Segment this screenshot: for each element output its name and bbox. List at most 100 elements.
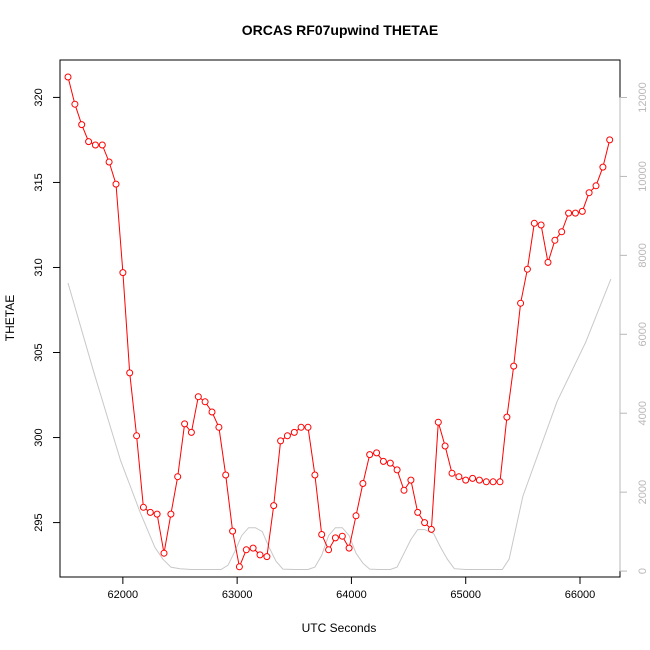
y-tick-label: 315 [33, 173, 45, 191]
data-point [427, 525, 435, 533]
data-point [325, 546, 333, 554]
data-point [578, 207, 586, 215]
x-tick-label: 62000 [108, 589, 139, 601]
y2-tick-label: 10000 [637, 161, 649, 192]
data-point [242, 546, 250, 554]
data-point [523, 265, 531, 273]
data-point [91, 141, 99, 149]
data-point [544, 258, 552, 266]
data-point [366, 451, 374, 459]
data-point [98, 141, 106, 149]
data-point [133, 432, 141, 440]
data-point [352, 512, 360, 520]
data-point [592, 182, 600, 190]
data-point [311, 471, 319, 479]
data-point [146, 508, 154, 516]
data-point [379, 457, 387, 465]
data-point [496, 478, 504, 486]
y2-tick-label: 0 [637, 568, 649, 574]
x-tick-label: 63000 [222, 589, 253, 601]
data-point [105, 158, 113, 166]
data-point [112, 180, 120, 188]
data-point [510, 362, 518, 370]
data-point [551, 236, 559, 244]
y2-tick-label: 8000 [637, 243, 649, 267]
data-point [331, 534, 339, 542]
x-axis-label: UTC Seconds [302, 621, 377, 635]
y-axis-right: 0 2000 4000 6000 8000 10000 12000 [619, 82, 649, 574]
y2-tick-label: 6000 [637, 322, 649, 346]
data-point [167, 510, 175, 518]
data-point [359, 480, 367, 487]
data-point [482, 478, 490, 486]
x-tick-label: 66000 [565, 589, 596, 601]
series-layer [64, 73, 614, 571]
data-point [386, 459, 394, 467]
data-point [434, 418, 442, 426]
data-point [235, 563, 243, 571]
data-point [181, 420, 189, 428]
secondary-series-line [67, 278, 612, 570]
data-point [201, 398, 209, 406]
data-point [565, 209, 573, 217]
data-point [249, 544, 257, 552]
data-point [421, 519, 429, 527]
data-point [537, 221, 545, 229]
y-tick-label: 305 [33, 343, 45, 361]
data-point [448, 469, 456, 477]
data-point [71, 100, 79, 108]
y-axis-left: 295 300 305 310 315 320 [33, 88, 61, 532]
data-point [126, 369, 134, 377]
data-point [414, 508, 422, 516]
data-point [407, 476, 415, 484]
data-point [571, 209, 579, 217]
x-tick-label: 64000 [336, 589, 367, 601]
data-point [174, 473, 182, 481]
data-point [85, 138, 93, 146]
y-axis-label: THETAE [3, 295, 17, 341]
x-axis: 62000 63000 64000 65000 66000 [108, 576, 596, 601]
data-point [277, 437, 285, 445]
data-point [229, 527, 237, 535]
y2-tick-label: 2000 [637, 480, 649, 504]
y2-tick-label: 12000 [637, 82, 649, 113]
data-point [153, 510, 161, 518]
data-point [373, 449, 381, 457]
data-point [517, 299, 525, 307]
data-point [441, 442, 449, 450]
y-tick-label: 310 [33, 258, 45, 276]
x-tick-label: 65000 [450, 589, 481, 601]
data-point [489, 478, 497, 486]
data-point [215, 423, 223, 431]
y-tick-label: 295 [33, 513, 45, 531]
y-tick-label: 320 [33, 88, 45, 106]
data-point [469, 474, 477, 482]
data-point [599, 163, 607, 171]
data-point [345, 544, 353, 552]
primary-series-line [67, 76, 611, 569]
data-point [290, 428, 298, 436]
data-point [606, 136, 614, 144]
data-point [283, 432, 291, 440]
data-point [503, 413, 511, 421]
data-point [263, 553, 271, 561]
data-point [530, 219, 538, 227]
data-point [270, 502, 278, 510]
data-point [64, 73, 72, 81]
data-point [208, 408, 216, 416]
y2-tick-label: 4000 [637, 401, 649, 425]
data-point [318, 531, 326, 538]
data-point [139, 503, 147, 511]
data-point [585, 189, 593, 197]
data-point [393, 466, 401, 474]
data-point [119, 269, 127, 277]
data-point [304, 423, 312, 431]
data-point [475, 476, 483, 484]
data-point [78, 121, 86, 129]
data-point [558, 228, 566, 236]
data-point [187, 428, 195, 436]
data-point [338, 532, 346, 540]
y-tick-label: 300 [33, 428, 45, 446]
data-point [194, 393, 202, 401]
